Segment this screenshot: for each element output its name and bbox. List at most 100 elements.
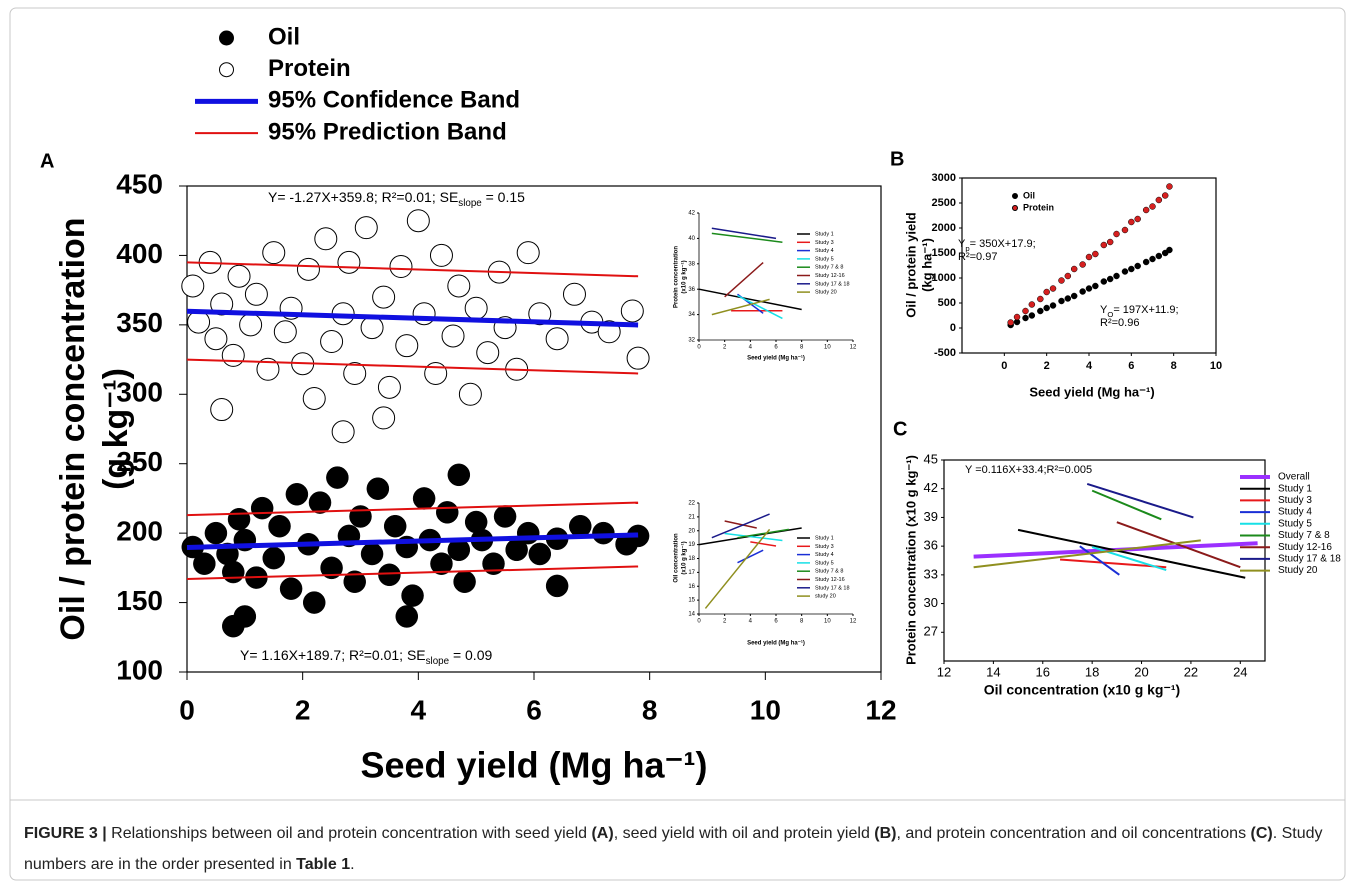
- data-point: [326, 466, 349, 489]
- x-tick-label: 12: [937, 664, 951, 679]
- x-tick-label: 12: [850, 619, 857, 625]
- data-point: [1149, 203, 1156, 210]
- caption-text: (B): [874, 825, 897, 842]
- legend-label: Study 20: [1278, 565, 1318, 576]
- data-point: [429, 243, 453, 267]
- data-point: [273, 320, 297, 344]
- equation-part: Y: [1100, 304, 1108, 316]
- data-point: [516, 521, 540, 545]
- y-tick-label: 0: [950, 322, 956, 334]
- legend-label: Protein: [268, 55, 351, 82]
- panel: 0 2 4 6 8 10 -500 0 500 1000 1500 2000 2500 3000 Seed …: [890, 148, 1222, 399]
- legend-label: Study 5: [1278, 518, 1312, 529]
- equation: Y= 1.16X+189.7; R²=0.01; SEslope = 0.09: [240, 647, 492, 667]
- data-point: [1106, 275, 1114, 283]
- data-point: [1064, 272, 1072, 280]
- data-point: [308, 491, 332, 514]
- x-tick-label: 6: [526, 694, 542, 725]
- data-point: [360, 316, 384, 340]
- equation-part: = 197X+11.9;: [1113, 304, 1178, 316]
- equation-part: O: [1107, 310, 1113, 319]
- fit-line: [711, 513, 770, 539]
- legend-label: Study 5: [815, 256, 834, 262]
- x-tick-label: 4: [411, 694, 427, 725]
- fit-line: [186, 532, 639, 550]
- data-point: [620, 299, 644, 323]
- y-tick-label: 33: [924, 566, 938, 581]
- legend-label: Study 12-16: [815, 577, 845, 583]
- data-point: [412, 487, 436, 510]
- data-point: [360, 542, 384, 566]
- data-point: [1128, 218, 1135, 226]
- data-point: [1043, 288, 1050, 296]
- data-point: [1092, 250, 1099, 258]
- data-point: [1022, 307, 1029, 315]
- legend-label: Study 4: [1278, 507, 1312, 518]
- x-tick-label: 4: [1086, 360, 1093, 372]
- legend-label: Study 3: [815, 240, 834, 246]
- y-tick-label: 20: [688, 528, 695, 534]
- y-tick-label: 42: [688, 211, 695, 217]
- y-tick-label: 400: [116, 238, 163, 269]
- data-point: [453, 570, 476, 593]
- data-point: [458, 382, 482, 406]
- data-point: [1113, 230, 1120, 238]
- data-point: [314, 227, 338, 251]
- data-point: [1142, 206, 1150, 214]
- data-point: [430, 552, 453, 575]
- data-point: [1128, 265, 1135, 273]
- data-point: [1155, 252, 1163, 260]
- y-tick-label: 42: [924, 480, 938, 495]
- y-tick-label: 18: [688, 556, 695, 562]
- data-point: [562, 282, 586, 306]
- equation: Y =0.116X+33.4;R²=0.005: [965, 464, 1092, 476]
- legend-label: Study 5: [815, 560, 834, 566]
- data-point: [233, 605, 257, 628]
- y-axis-title: (x10 g kg⁻¹): [681, 260, 688, 293]
- x-tick-label: 8: [800, 345, 804, 351]
- data-point: [204, 327, 228, 351]
- fit-line: [737, 294, 783, 320]
- data-point: [337, 250, 361, 274]
- caption-text: (C): [1250, 825, 1273, 842]
- x-tick-label: 20: [1134, 664, 1148, 679]
- data-point: [366, 477, 390, 500]
- legend-marker: [219, 62, 234, 78]
- equation-part: Y =0.116X+33.4;R²=0.005: [965, 464, 1092, 476]
- legend-label: Study 4: [815, 552, 834, 558]
- equation: R²=0.96: [1100, 317, 1139, 329]
- y-tick-label: 16: [688, 584, 695, 590]
- x-tick-label: 0: [179, 694, 195, 725]
- x-tick-label: 8: [1171, 360, 1177, 372]
- y-tick-label: 34: [688, 312, 695, 318]
- fit-line: [1059, 558, 1167, 569]
- y-tick-label: 1000: [932, 272, 956, 284]
- data-point: [1058, 297, 1065, 305]
- fit-line: [737, 528, 789, 539]
- data-point: [1161, 192, 1169, 199]
- x-tick-label: 4: [749, 619, 753, 625]
- data-point: [1085, 253, 1093, 261]
- data-point: [464, 296, 488, 320]
- data-point: [302, 386, 326, 410]
- data-point: [545, 574, 569, 598]
- y-tick-label: 300: [116, 377, 163, 408]
- data-point: [1028, 301, 1036, 308]
- data-point: [1166, 246, 1173, 254]
- x-tick-label: 8: [800, 619, 804, 625]
- legend-marker: [1012, 193, 1018, 199]
- legend-label: Study 3: [815, 544, 834, 550]
- data-point: [250, 496, 274, 520]
- data-point: [343, 361, 367, 385]
- legend-label: 95% Confidence Band: [268, 87, 520, 114]
- y-tick-label: 2500: [932, 197, 956, 209]
- equation-part: = 0.09: [449, 647, 492, 663]
- x-tick-label: 12: [850, 345, 857, 351]
- legend-label: Study 17 & 18: [1278, 554, 1341, 565]
- panel-label: C: [893, 418, 907, 440]
- data-point: [187, 310, 211, 334]
- data-point: [389, 255, 413, 279]
- x-tick-label: 10: [824, 345, 831, 351]
- data-point: [262, 546, 285, 570]
- data-point: [441, 324, 465, 348]
